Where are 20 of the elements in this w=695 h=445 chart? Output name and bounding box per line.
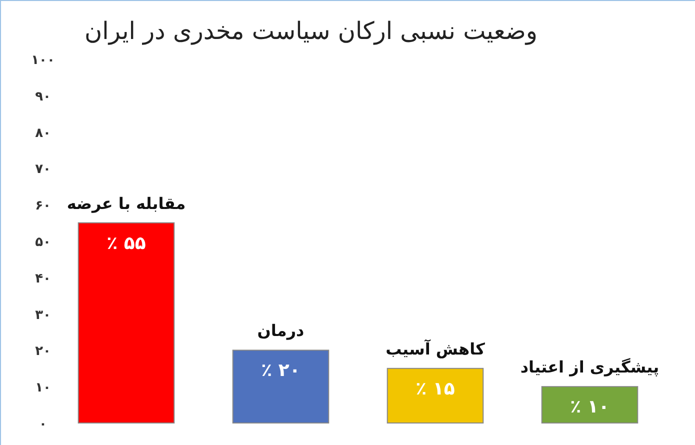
category: مقابله با عرضه xyxy=(66,194,186,213)
value-label: ٪ ۲۰ xyxy=(261,360,300,382)
title: وضعیت نسبی ارکان سیاست مخدری در ایران xyxy=(84,17,538,45)
category: پیشگیری از اعتیاد xyxy=(520,358,660,377)
value-label: ٪ ۱۰ xyxy=(570,396,610,418)
ytick: ۵۰ xyxy=(35,235,51,250)
value-label: ٪ ۵۵ xyxy=(106,232,146,254)
category: کاهش آسیب xyxy=(386,339,485,358)
ytick: ۷۰ xyxy=(35,162,51,178)
ytick: ۰ xyxy=(39,417,47,432)
category: درمان xyxy=(257,321,304,340)
ytick: ۹۰ xyxy=(35,89,51,104)
ytick: ۱۰ xyxy=(35,380,51,396)
ytick: ۶۰ xyxy=(35,198,51,214)
ytick: ۱۰۰ xyxy=(31,53,55,68)
ytick: ۲۰ xyxy=(35,344,51,360)
value-label: ٪ ۱۵ xyxy=(416,378,455,400)
ytick: ۴۰ xyxy=(35,271,51,286)
ytick: ۸۰ xyxy=(35,126,51,141)
ytick: ۳۰ xyxy=(35,308,51,323)
